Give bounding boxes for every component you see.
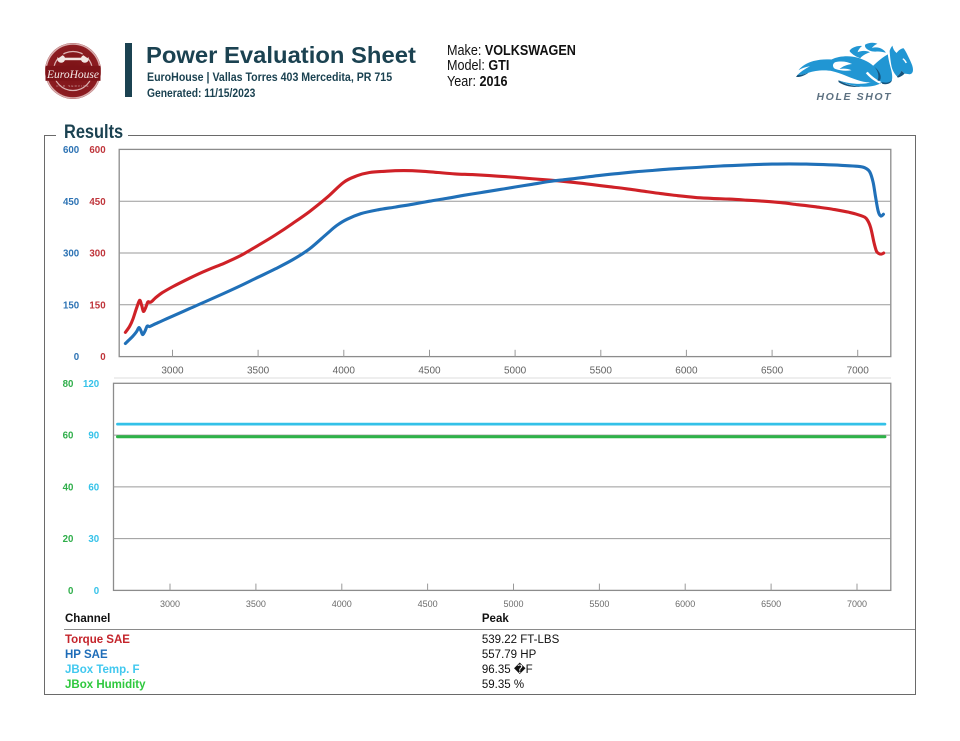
svg-text:300: 300 bbox=[89, 249, 105, 260]
svg-text:0: 0 bbox=[100, 352, 105, 363]
svg-text:30: 30 bbox=[88, 534, 99, 545]
svg-text:5500: 5500 bbox=[590, 366, 613, 377]
svg-text:4000: 4000 bbox=[332, 599, 352, 609]
svg-text:300: 300 bbox=[63, 249, 79, 260]
svg-text:600: 600 bbox=[63, 145, 79, 156]
svg-text:60: 60 bbox=[88, 483, 99, 494]
svg-text:4500: 4500 bbox=[418, 599, 438, 609]
svg-text:60: 60 bbox=[63, 431, 74, 442]
svg-text:0: 0 bbox=[68, 586, 73, 597]
svg-text:150: 150 bbox=[89, 300, 105, 311]
svg-text:6000: 6000 bbox=[675, 599, 695, 609]
svg-text:120: 120 bbox=[83, 379, 99, 390]
svg-text:5500: 5500 bbox=[589, 599, 609, 609]
svg-text:150: 150 bbox=[63, 300, 79, 311]
svg-text:450: 450 bbox=[63, 197, 79, 208]
svg-text:40: 40 bbox=[63, 483, 74, 494]
svg-text:450: 450 bbox=[89, 197, 105, 208]
svg-text:3000: 3000 bbox=[160, 599, 180, 609]
svg-text:80: 80 bbox=[63, 379, 74, 390]
svg-text:3500: 3500 bbox=[247, 366, 270, 377]
svg-text:3000: 3000 bbox=[161, 366, 184, 377]
svg-text:0: 0 bbox=[74, 352, 79, 363]
svg-text:7000: 7000 bbox=[847, 366, 870, 377]
svg-text:CAR SERVICE: CAR SERVICE bbox=[56, 84, 89, 88]
svg-text:20: 20 bbox=[63, 534, 74, 545]
svg-text:4000: 4000 bbox=[333, 366, 356, 377]
svg-text:0: 0 bbox=[94, 586, 99, 597]
svg-text:6500: 6500 bbox=[761, 599, 781, 609]
svg-text:6000: 6000 bbox=[675, 366, 698, 377]
svg-text:3500: 3500 bbox=[246, 599, 266, 609]
svg-text:5000: 5000 bbox=[504, 366, 527, 377]
svg-text:600: 600 bbox=[89, 145, 105, 156]
svg-text:6500: 6500 bbox=[761, 366, 784, 377]
svg-text:90: 90 bbox=[88, 431, 99, 442]
svg-text:5000: 5000 bbox=[503, 599, 523, 609]
svg-text:4500: 4500 bbox=[418, 366, 441, 377]
svg-text:7000: 7000 bbox=[847, 599, 867, 609]
svg-text:EuroHouse: EuroHouse bbox=[46, 69, 99, 81]
